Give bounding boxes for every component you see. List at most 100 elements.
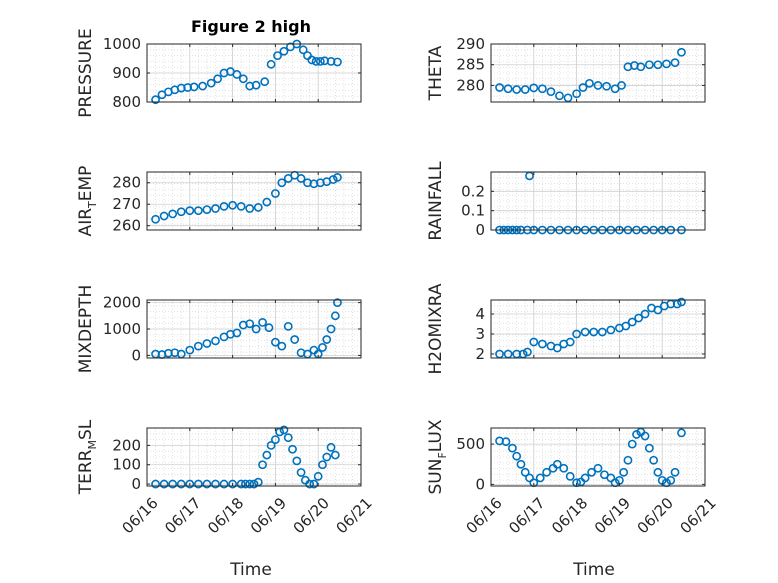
data-point [495, 83, 504, 92]
data-point [262, 197, 272, 207]
y-axis-label: SUNFLUX [426, 419, 449, 494]
y-axis-label-text: H2OMIXRA [426, 283, 446, 374]
data-point [623, 455, 633, 465]
plot-area [491, 172, 705, 230]
data-point [228, 200, 237, 210]
data-point [189, 82, 199, 92]
data-point [585, 78, 594, 88]
y-tick-label: 260 [112, 217, 141, 235]
y-axis-label-text: SUN [426, 459, 446, 495]
data-point [617, 81, 626, 90]
data-point [266, 440, 276, 450]
data-point [253, 203, 263, 212]
data-point [176, 479, 186, 489]
subplot-rainfall: 00.1 0.2 RAINFALL [426, 161, 706, 241]
data-point [602, 81, 611, 91]
data-point [258, 460, 267, 470]
data-point [213, 74, 223, 84]
data-point [326, 324, 336, 334]
data-point [328, 175, 338, 184]
y-axis-label-text: PRESSURE [76, 28, 96, 117]
data-point [298, 45, 308, 55]
data-point [512, 451, 522, 461]
data-point [634, 313, 644, 323]
data-point [508, 443, 517, 453]
data-point [277, 341, 287, 351]
data-point [677, 297, 686, 307]
data-point [520, 467, 530, 477]
data-point [580, 473, 590, 483]
y-tick-label: 0 [475, 475, 485, 493]
data-point [330, 450, 340, 460]
y-tick-label: 100 [112, 456, 141, 474]
data-point [529, 337, 539, 347]
data-point [670, 467, 680, 477]
data-point [522, 347, 532, 357]
data-point [258, 318, 267, 327]
y-tick-label: 0.2 [461, 182, 485, 200]
y-axis-label: MIXDEPTH [76, 285, 96, 374]
data-point [640, 431, 650, 441]
data-point [572, 89, 581, 99]
data-point [185, 479, 195, 489]
data-point [307, 55, 317, 65]
data-point [537, 339, 547, 349]
data-point [211, 204, 220, 213]
y-tick-label: 0 [131, 475, 141, 493]
y-tick-label: 290 [456, 35, 485, 53]
y-axis-label-text: AIR [76, 208, 96, 237]
data-point [185, 206, 195, 216]
data-point [238, 74, 248, 84]
data-point [644, 443, 654, 453]
data-point [266, 59, 276, 69]
data-point [593, 463, 603, 473]
data-point [627, 439, 637, 449]
data-point [565, 471, 575, 481]
data-point [270, 337, 280, 347]
data-point [516, 459, 526, 469]
data-point [236, 201, 246, 211]
data-point [279, 46, 289, 56]
data-point [546, 87, 556, 97]
data-point [193, 206, 203, 216]
data-point [236, 479, 246, 489]
data-point [552, 459, 562, 469]
data-point [305, 479, 315, 489]
data-point [211, 336, 220, 346]
data-point [662, 59, 671, 69]
data-point [326, 442, 336, 452]
data-point [587, 467, 596, 477]
data-point [202, 339, 212, 348]
data-point [292, 456, 302, 466]
y-axis-label: PRESSURE [76, 28, 96, 117]
data-point [176, 207, 186, 217]
y-axis-label-subscript: F [436, 452, 449, 458]
y-axis-label-subscript: T [86, 201, 99, 209]
subplot-h2omixra: 2 3 4 H2OMIXRA [426, 283, 706, 375]
y-axis-label-text: THETA [426, 45, 446, 101]
data-point [535, 473, 545, 483]
y-tick-label: 285 [456, 56, 485, 74]
y-tick-label: 2 [475, 345, 485, 363]
data-point [512, 85, 522, 94]
y-axis-label-text: LUX [426, 419, 446, 452]
data-point [260, 77, 270, 87]
y-axis-label: AIRTEMP [76, 166, 99, 237]
data-point [529, 83, 539, 93]
y-tick-label: 900 [112, 64, 141, 82]
data-point [520, 85, 530, 94]
y-axis-label: RAINFALL [426, 161, 446, 241]
y-tick-label: 2000 [103, 294, 141, 312]
data-point [322, 452, 332, 462]
data-point [202, 205, 212, 214]
data-point [273, 51, 282, 60]
y-axis-label: TERRMSL [76, 419, 99, 495]
data-point [677, 47, 686, 57]
data-point [283, 433, 293, 443]
data-point [563, 93, 573, 103]
data-point [262, 450, 272, 460]
y-tick-label: 0.1 [461, 202, 485, 220]
data-point [151, 214, 160, 224]
data-point [555, 91, 564, 101]
